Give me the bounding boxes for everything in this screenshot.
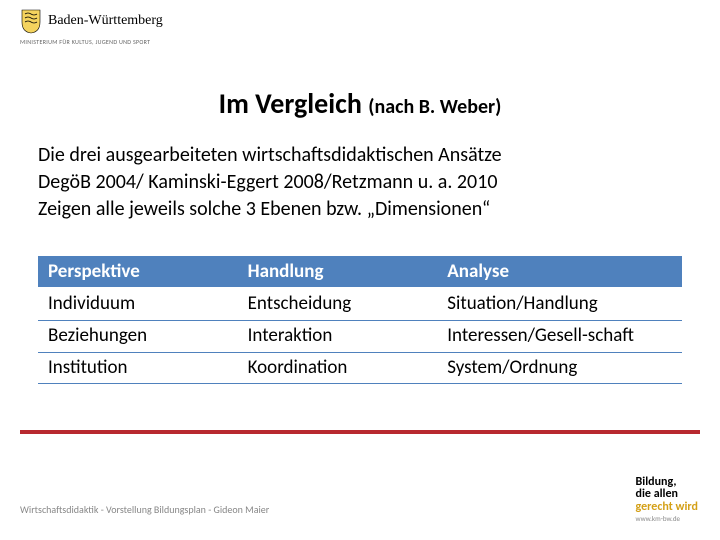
intro-line: Die drei ausgearbeiteten wirtschaftsdida…: [38, 142, 690, 169]
intro-line: Zeigen alle jeweils solche 3 Ebenen bzw.…: [38, 196, 690, 223]
table-row: Beziehungen Interaktion Interessen/Gesel…: [38, 320, 682, 352]
footer-left: Wirtschaftsdidaktik - Vorstellung Bildun…: [20, 503, 269, 516]
crest-icon: [20, 8, 42, 34]
cell: Institution: [38, 352, 238, 384]
col-header: Perspektive: [38, 256, 238, 288]
state-name: Baden-Württemberg: [48, 13, 163, 29]
comparison-table: Perspektive Handlung Analyse Individuum …: [38, 256, 682, 384]
col-header: Handlung: [238, 256, 438, 288]
table-row: Institution Koordination System/Ordnung: [38, 352, 682, 384]
state-logo: Baden-Württemberg: [20, 8, 163, 34]
table-row: Individuum Entscheidung Situation/Handlu…: [38, 288, 682, 320]
slide-title: Im Vergleich (nach B. Weber): [0, 86, 720, 121]
footer-url: www.km-bw.de: [636, 515, 698, 522]
cell: Koordination: [238, 352, 438, 384]
cell: Entscheidung: [238, 288, 438, 320]
title-sub: (nach B. Weber): [368, 95, 501, 119]
ministry-line: MINISTERIUM FÜR KULTUS, JUGEND UND SPORT: [20, 38, 150, 46]
intro-line: DegöB 2004/ Kaminski-Eggert 2008/Retzman…: [38, 169, 690, 196]
cell: Interessen/Gesell-schaft: [437, 320, 682, 352]
title-main: Im Vergleich: [219, 86, 362, 121]
cell: Beziehungen: [38, 320, 238, 352]
col-header: Analyse: [437, 256, 682, 288]
cell: Individuum: [38, 288, 238, 320]
table-header-row: Perspektive Handlung Analyse: [38, 256, 682, 288]
cell: Situation/Handlung: [437, 288, 682, 320]
accent-bar: [20, 430, 700, 434]
cell: Interaktion: [238, 320, 438, 352]
intro-text: Die drei ausgearbeiteten wirtschaftsdida…: [38, 142, 690, 223]
footer-tagline-l3: gerecht wird: [636, 501, 698, 514]
cell: System/Ordnung: [437, 352, 682, 384]
footer-right-logo: Bildung, die allen gerecht wird www.km-b…: [636, 476, 698, 522]
